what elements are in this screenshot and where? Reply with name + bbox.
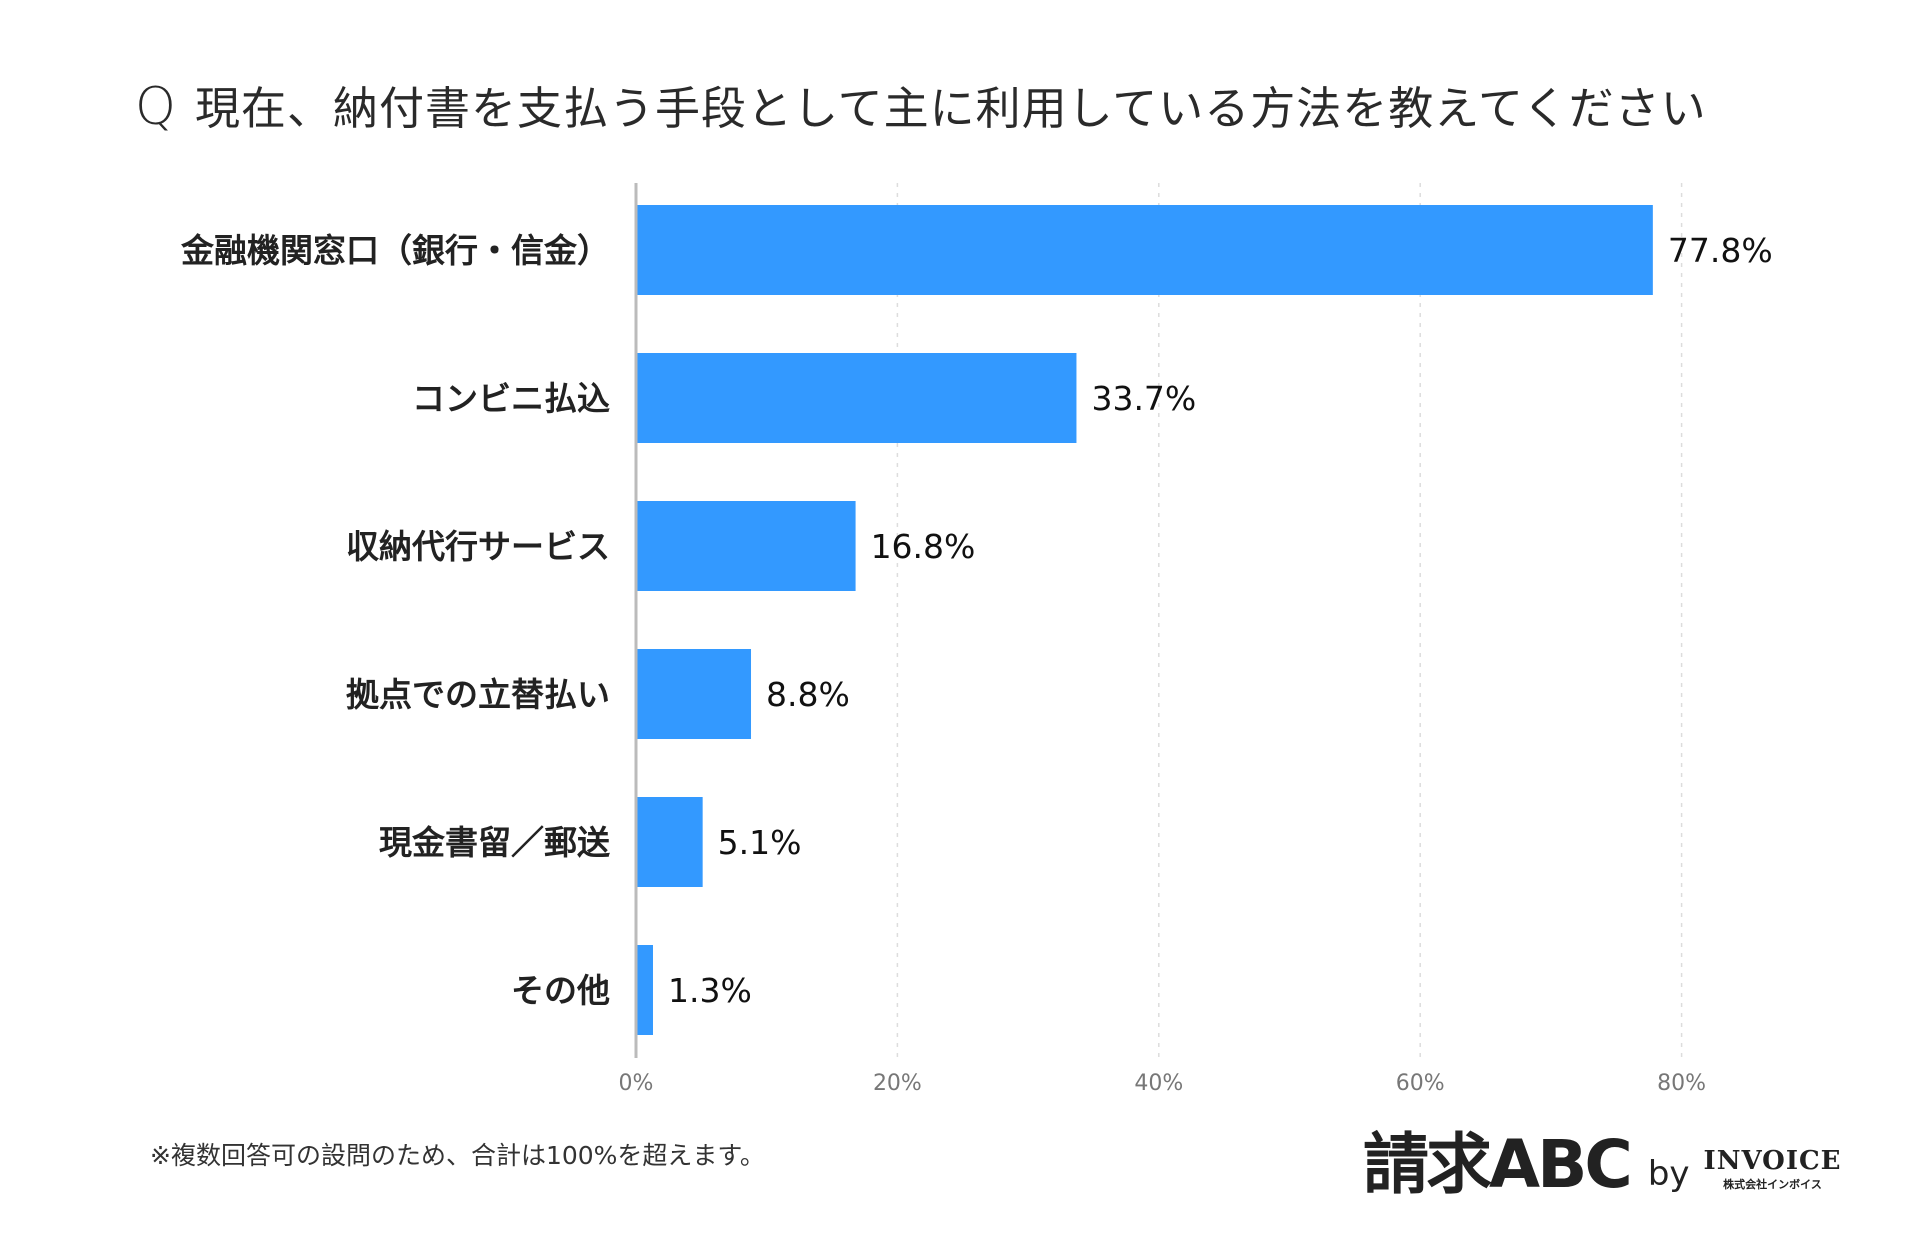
x-tick-label: 40% bbox=[1134, 1071, 1183, 1096]
logo-company: 株式会社インボイス bbox=[1723, 1178, 1822, 1191]
data-label: 77.8% bbox=[1668, 231, 1773, 270]
logo-by: by bbox=[1647, 1154, 1690, 1194]
category-label: その他 bbox=[511, 971, 610, 1010]
data-label: 16.8% bbox=[871, 527, 976, 566]
bar bbox=[636, 649, 752, 739]
category-label: 現金書留／郵送 bbox=[379, 823, 610, 862]
data-label: 8.8% bbox=[766, 675, 850, 714]
logo-brand: INVOICE bbox=[1703, 1146, 1842, 1176]
footnote: ※複数回答可の設問のため、合計は100%を超えます。 bbox=[150, 1141, 765, 1170]
bar bbox=[636, 501, 856, 591]
bar bbox=[636, 945, 653, 1035]
bar bbox=[636, 797, 703, 887]
data-label: 33.7% bbox=[1091, 379, 1196, 418]
logo-invoice: INVOICE 株式会社インボイス bbox=[1704, 1146, 1842, 1192]
title-text: 現在、納付書を支払う手段として主に利用している方法を教えてください bbox=[194, 82, 1707, 135]
category-label: 金融機関窓口（銀行・信金） bbox=[180, 231, 610, 270]
bar bbox=[636, 353, 1077, 443]
x-tick-label: 20% bbox=[873, 1071, 922, 1096]
data-label: 5.1% bbox=[718, 823, 802, 862]
category-label: コンビニ払込 bbox=[412, 379, 610, 418]
x-tick-label: 80% bbox=[1657, 1071, 1706, 1096]
chart-title: Q 現在、納付書を支払う手段として主に利用している方法を教えてください bbox=[135, 72, 1707, 137]
category-label: 収納代行サービス bbox=[346, 527, 610, 566]
logo-main: 請求ABC bbox=[1363, 1126, 1633, 1203]
question-mark: Q bbox=[135, 77, 177, 137]
bar bbox=[636, 205, 1653, 295]
data-label: 1.3% bbox=[668, 971, 752, 1010]
category-label: 拠点での立替払い bbox=[346, 675, 610, 714]
logo: 請求ABC by INVOICE 株式会社インボイス bbox=[1363, 1132, 1842, 1198]
x-tick-label: 60% bbox=[1396, 1071, 1445, 1096]
x-tick-label: 0% bbox=[619, 1071, 654, 1096]
